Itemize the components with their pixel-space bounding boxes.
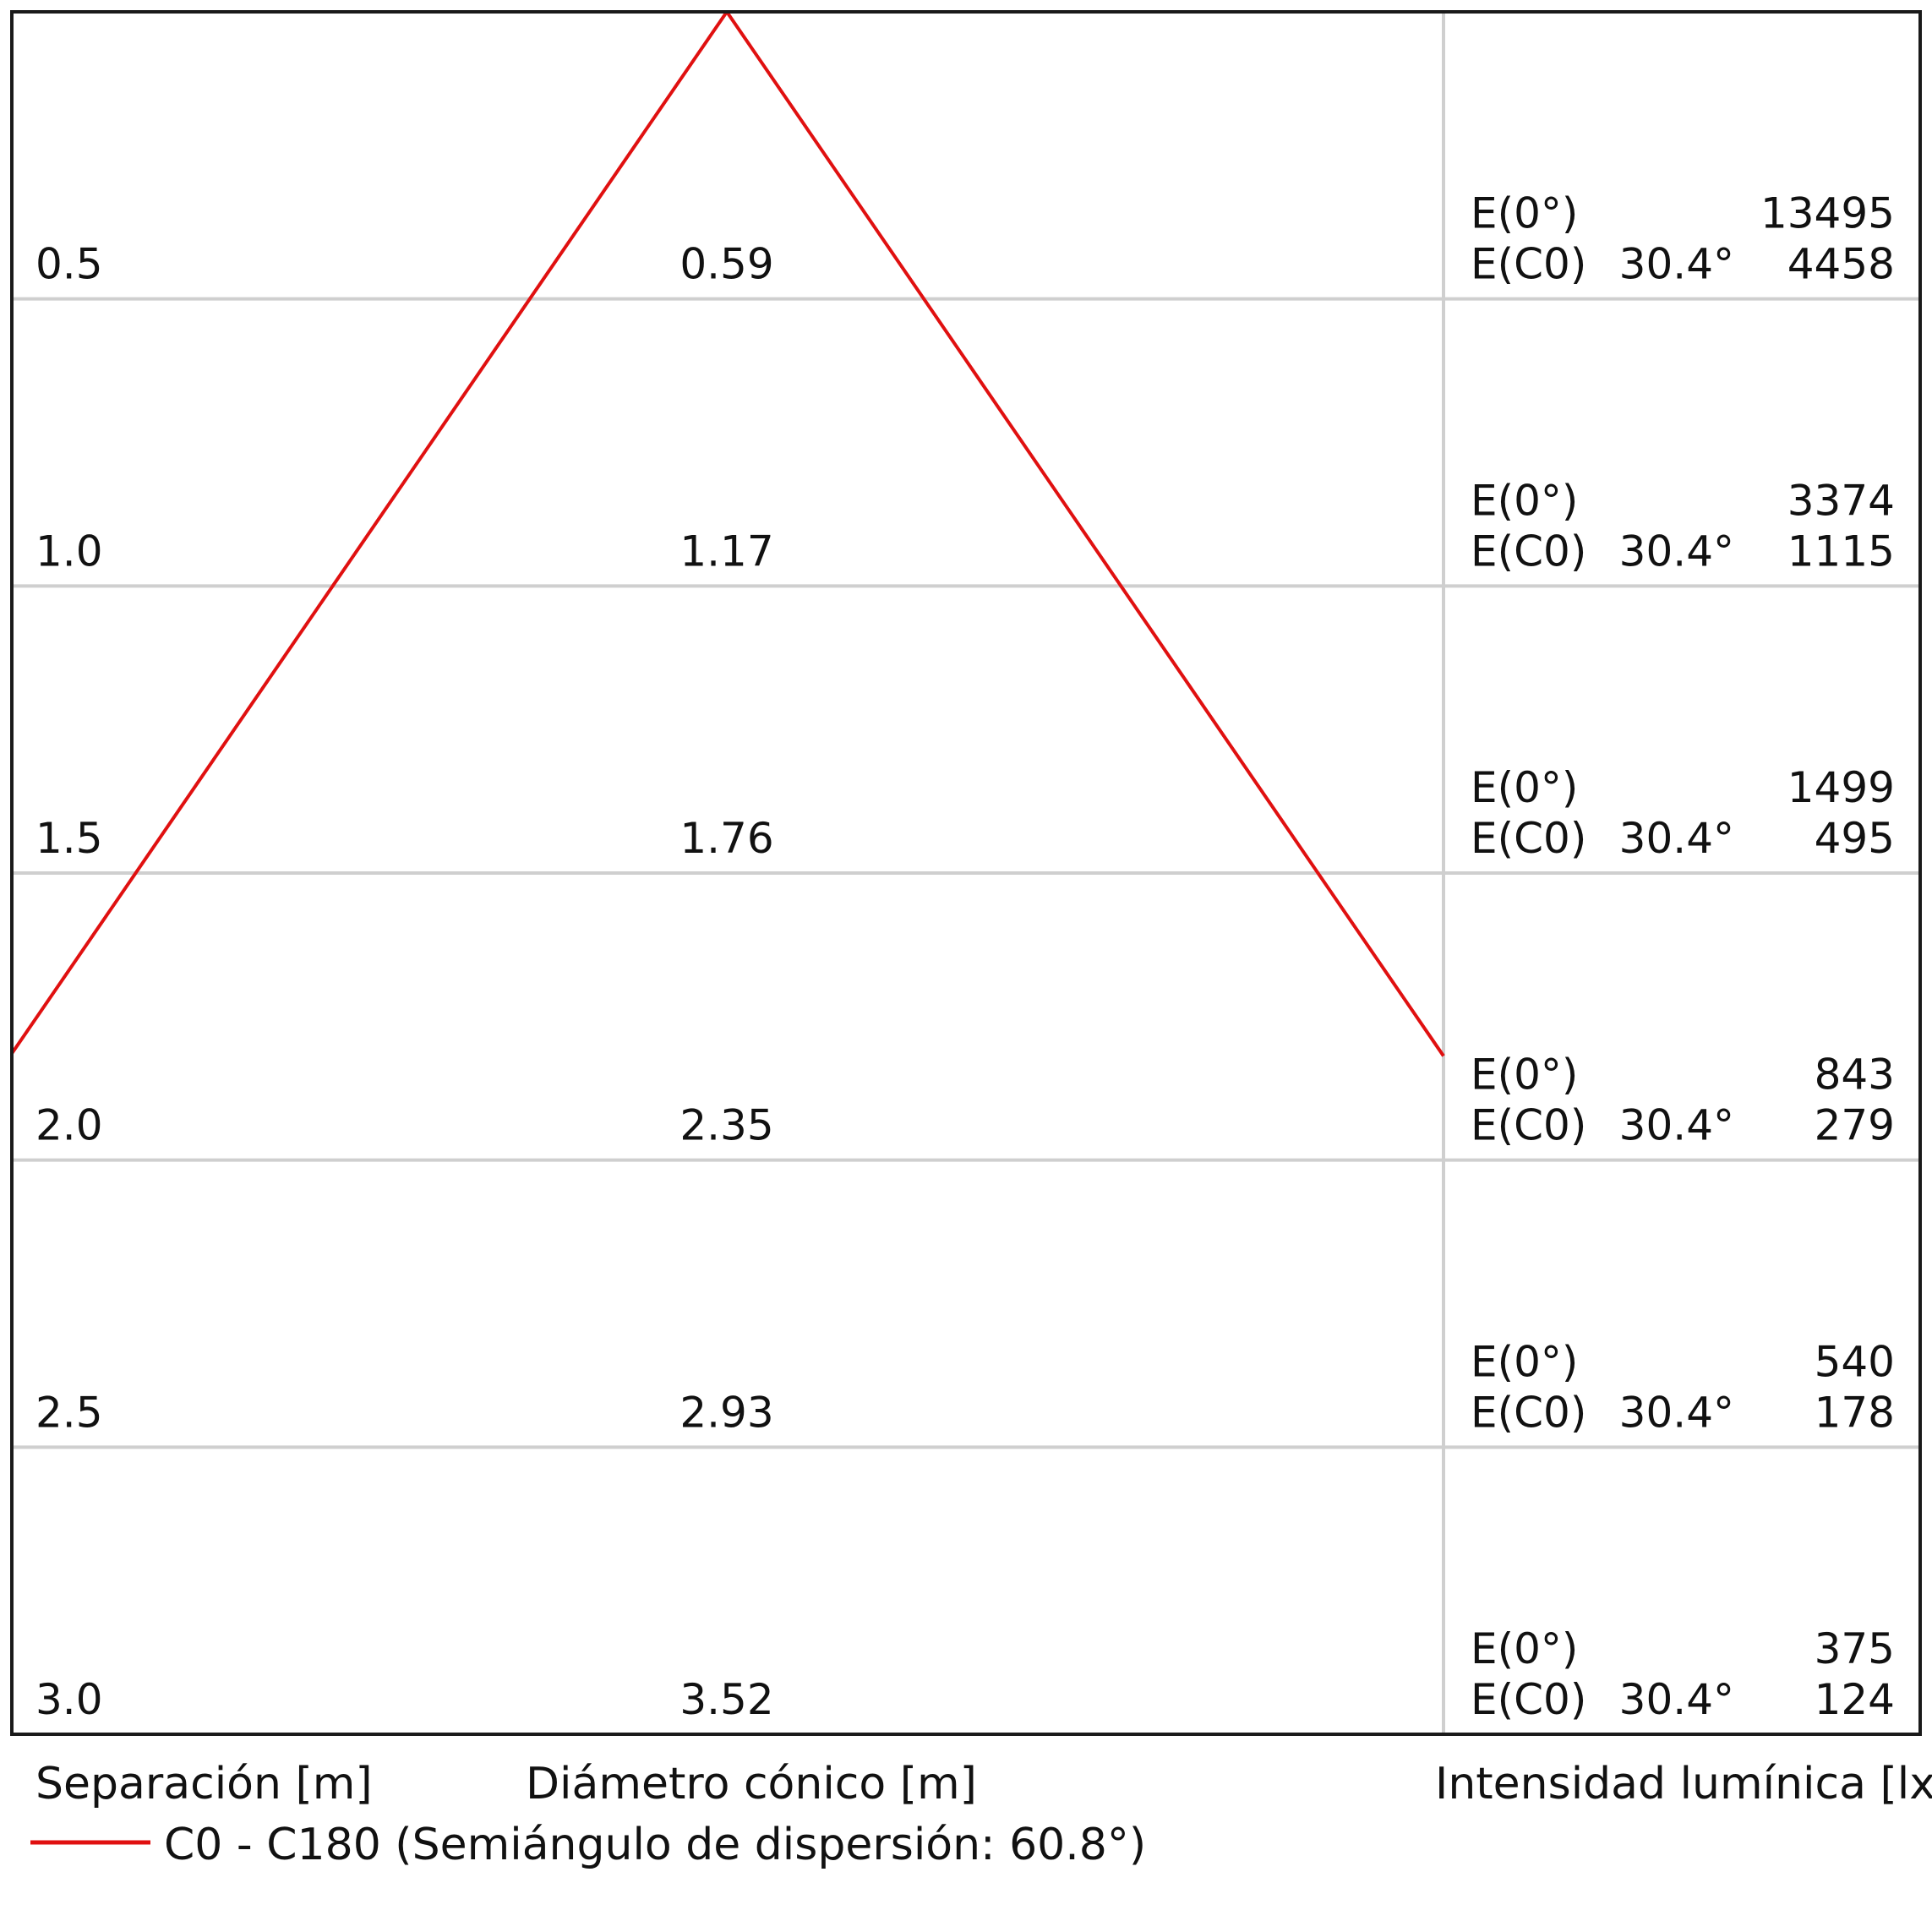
diameter-value: 1.17	[679, 527, 773, 576]
e0-value: 3374	[1787, 476, 1895, 525]
ec0-angle: 30.4°	[1619, 1675, 1734, 1724]
distance-value: 1.0	[35, 527, 103, 576]
ec0-value: 124	[1815, 1675, 1895, 1724]
ec0-label: E(C0)	[1471, 1675, 1586, 1724]
diameter-value: 0.59	[679, 240, 773, 289]
beam-edge-right	[725, 10, 1445, 1057]
legend: C0 - C180 (Semiángulo de dispersión: 60.…	[30, 1820, 1146, 1870]
ec0-value: 495	[1815, 814, 1895, 863]
e0-value: 13495	[1760, 189, 1895, 238]
beam-edge-left	[10, 10, 729, 1055]
distance-value: 2.5	[35, 1388, 103, 1437]
ec0-value: 279	[1815, 1101, 1895, 1150]
diameter-value: 2.35	[679, 1101, 773, 1150]
diameter-value: 3.52	[679, 1675, 773, 1724]
ec0-label: E(C0)	[1471, 1388, 1586, 1437]
ec0-label: E(C0)	[1471, 527, 1586, 576]
column-headers: Separación [m] Diámetro cónico [m] Inten…	[35, 1759, 1932, 1809]
e0-label: E(0°)	[1471, 189, 1578, 238]
e0-label: E(0°)	[1471, 1051, 1578, 1100]
ec0-angle: 30.4°	[1619, 527, 1734, 576]
distance-column-header: Separación [m]	[35, 1759, 373, 1809]
diameter-value: 2.93	[679, 1388, 773, 1437]
distance-value: 2.0	[35, 1101, 103, 1150]
ec0-value: 178	[1815, 1388, 1895, 1437]
ec0-label: E(C0)	[1471, 240, 1586, 289]
distance-value: 0.5	[35, 240, 103, 289]
e0-label: E(0°)	[1471, 476, 1578, 525]
e0-value: 1499	[1787, 763, 1895, 812]
ec0-value: 4458	[1787, 240, 1895, 289]
e0-label: E(0°)	[1471, 1624, 1578, 1673]
e0-value: 843	[1815, 1051, 1895, 1100]
ec0-angle: 30.4°	[1619, 240, 1734, 289]
diameter-value: 1.76	[679, 814, 773, 863]
ec0-value: 1115	[1787, 527, 1895, 576]
illuminance-column-header: Intensidad lumínica [lx]	[1435, 1759, 1932, 1809]
distance-value: 1.5	[35, 814, 103, 863]
ec0-angle: 30.4°	[1619, 814, 1734, 863]
e0-value: 540	[1815, 1337, 1895, 1386]
ec0-angle: 30.4°	[1619, 1388, 1734, 1437]
ec0-label: E(C0)	[1471, 1101, 1586, 1150]
ec0-label: E(C0)	[1471, 814, 1586, 863]
distance-value: 3.0	[35, 1675, 103, 1724]
e0-label: E(0°)	[1471, 1337, 1578, 1386]
e0-label: E(0°)	[1471, 763, 1578, 812]
diameter-column-header: Diámetro cónico [m]	[526, 1759, 977, 1809]
ec0-angle: 30.4°	[1619, 1101, 1734, 1150]
chart-frame	[10, 10, 1922, 1736]
e0-value: 375	[1815, 1624, 1895, 1673]
legend-label: C0 - C180 (Semiángulo de dispersión: 60.…	[164, 1820, 1146, 1870]
